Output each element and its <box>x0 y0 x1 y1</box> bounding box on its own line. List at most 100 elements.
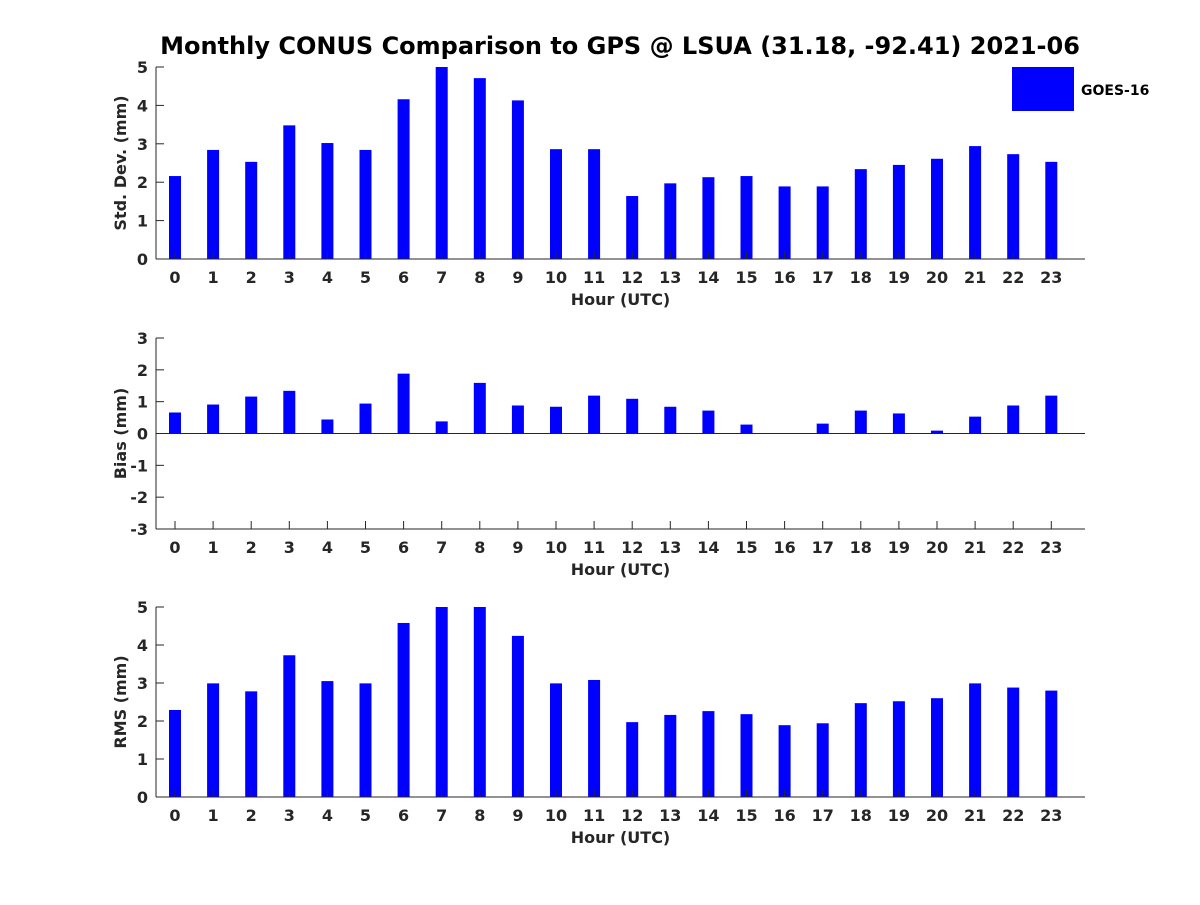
y-tick-label: -1 <box>130 456 148 475</box>
bar <box>359 149 372 259</box>
x-tick-label: 10 <box>545 268 567 287</box>
x-tick-label: 23 <box>1040 268 1062 287</box>
x-tick-label: 10 <box>545 538 567 557</box>
bar <box>473 382 486 434</box>
x-tick-label: 2 <box>246 806 257 825</box>
x-tick-label: 4 <box>322 268 333 287</box>
x-tick-label: 0 <box>169 806 180 825</box>
x-tick-label: 6 <box>398 806 409 825</box>
bar <box>397 99 410 259</box>
bar <box>207 149 220 259</box>
y-axis-label: Std. Dev. (mm) <box>111 95 130 230</box>
bar <box>969 416 982 434</box>
x-tick-label: 12 <box>621 806 643 825</box>
x-tick-label: 13 <box>659 538 681 557</box>
x-tick-label: 19 <box>888 806 910 825</box>
bar <box>854 169 867 259</box>
bar <box>550 149 562 259</box>
y-tick-label: 2 <box>137 361 148 380</box>
bar <box>931 158 943 259</box>
x-tick-label: 22 <box>1002 806 1024 825</box>
bar <box>664 406 677 434</box>
x-tick-label: 11 <box>583 806 605 825</box>
x-tick-label: 22 <box>1002 538 1024 557</box>
x-tick-label: 12 <box>621 268 643 287</box>
x-tick-label: 4 <box>322 538 333 557</box>
bar <box>511 100 524 260</box>
x-tick-label: 1 <box>208 806 219 825</box>
x-tick-label: 23 <box>1040 538 1062 557</box>
x-tick-label: 21 <box>964 538 986 557</box>
bar <box>626 722 639 797</box>
bar <box>359 403 372 434</box>
x-tick-label: 5 <box>360 538 371 557</box>
y-tick-label: 2 <box>137 712 148 731</box>
bar <box>207 404 220 434</box>
x-tick-label: 16 <box>773 538 795 557</box>
y-tick-label: 5 <box>137 58 148 77</box>
x-tick-label: 15 <box>735 538 757 557</box>
bar <box>740 176 753 259</box>
x-tick-label: 12 <box>621 538 643 557</box>
x-tick-label: 16 <box>773 268 795 287</box>
bar <box>511 635 524 797</box>
x-tick-label: 8 <box>474 268 485 287</box>
x-tick-label: 5 <box>360 806 371 825</box>
bar <box>626 196 639 259</box>
bar <box>169 709 181 797</box>
bar <box>321 681 334 797</box>
bar <box>283 125 296 259</box>
legend: GOES-16 <box>1012 67 1149 111</box>
bar <box>511 405 524 434</box>
x-tick-label: 0 <box>169 268 180 287</box>
y-tick-label: 3 <box>137 135 148 154</box>
bar <box>588 679 601 797</box>
bar <box>969 683 982 797</box>
x-tick-label: 7 <box>436 806 447 825</box>
x-tick-label: 13 <box>659 268 681 287</box>
x-tick-label: 1 <box>208 268 219 287</box>
legend-label: GOES-16 <box>1081 83 1149 99</box>
bar <box>321 419 334 434</box>
y-tick-label: 0 <box>137 788 148 807</box>
bar <box>245 161 258 259</box>
bar <box>740 714 753 797</box>
x-tick-label: 22 <box>1002 268 1024 287</box>
bar <box>1045 161 1058 259</box>
x-tick-label: 2 <box>246 268 257 287</box>
chart-title: Monthly CONUS Comparison to GPS @ LSUA (… <box>160 32 1080 60</box>
x-tick-label: 21 <box>964 268 986 287</box>
y-axis-label: RMS (mm) <box>111 655 130 748</box>
bar <box>321 143 334 259</box>
x-tick-label: 7 <box>436 268 447 287</box>
x-tick-label: 15 <box>735 268 757 287</box>
bar <box>207 683 220 797</box>
x-tick-label: 11 <box>583 268 605 287</box>
bar <box>664 183 677 259</box>
x-tick-label: 14 <box>697 538 719 557</box>
x-tick-label: 17 <box>812 806 834 825</box>
bar <box>892 413 905 434</box>
bar <box>588 395 601 434</box>
bar <box>397 373 410 434</box>
y-tick-label: 1 <box>137 750 148 769</box>
y-tick-label: 5 <box>137 598 148 617</box>
bar <box>931 430 943 434</box>
bar <box>1045 395 1058 434</box>
x-tick-label: 11 <box>583 538 605 557</box>
x-axis-label: Hour (UTC) <box>571 828 671 847</box>
x-tick-label: 15 <box>735 806 757 825</box>
bar <box>626 398 639 434</box>
bar <box>892 701 905 797</box>
x-tick-label: 14 <box>697 268 719 287</box>
bar <box>778 186 791 259</box>
bar <box>283 655 296 797</box>
y-tick-label: 3 <box>137 674 148 693</box>
x-tick-label: 8 <box>474 538 485 557</box>
y-tick-label: 4 <box>137 636 148 655</box>
